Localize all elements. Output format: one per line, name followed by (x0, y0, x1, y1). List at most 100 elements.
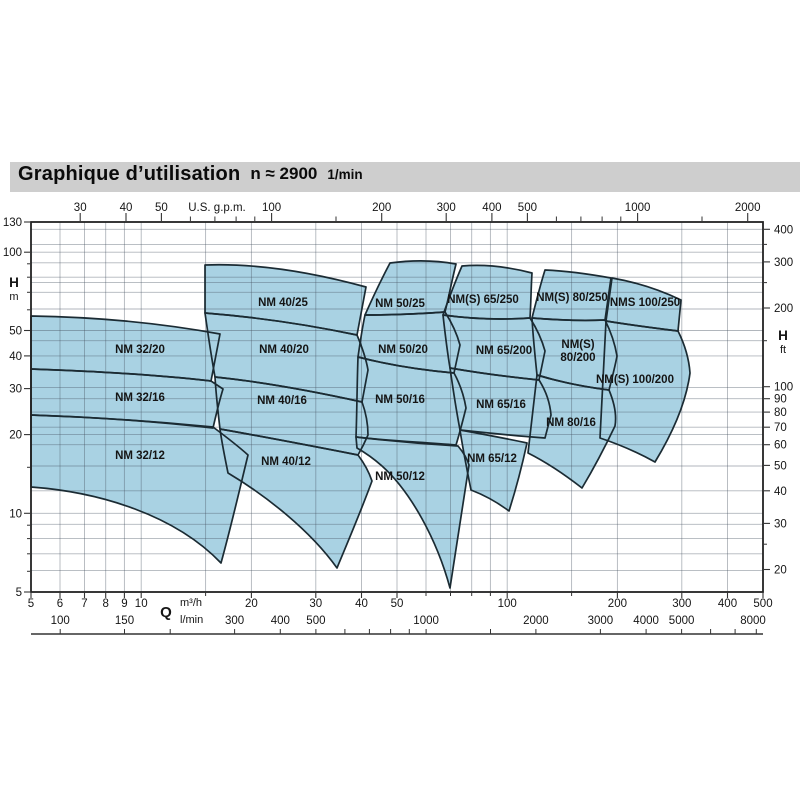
pump-region-label: NM(S) 80/250 (536, 292, 608, 304)
right-axis-tick-label: 400 (774, 224, 793, 236)
right-axis-tick-label: 70 (774, 422, 787, 434)
pump-region-outline (531, 317, 618, 391)
bottom-axis-lmin-label: 4000 (633, 615, 659, 627)
left-axis-tick-label: 40 (9, 351, 22, 363)
pump-region-fill (450, 368, 551, 438)
bottom-axis-m3h-label: 400 (718, 598, 737, 610)
top-axis-tick-label: 50 (155, 202, 168, 214)
pump-region-fill (460, 430, 527, 511)
bottom-axis-lmin-label: 300 (225, 615, 244, 627)
right-axis-tick-label: 100 (774, 382, 793, 394)
pump-region-fill (356, 357, 466, 445)
pump-region-label: NM 65/12 (467, 453, 517, 465)
top-axis-tick-label: 400 (482, 202, 501, 214)
bottom-axis-lmin-label: 3000 (588, 615, 614, 627)
bottom-axis-m3h-label: 8 (102, 598, 108, 610)
pump-region-label: NM 32/16 (115, 392, 165, 404)
bottom-axis-m3h-label: 50 (391, 598, 404, 610)
left-axis-tick-label: 30 (9, 384, 22, 396)
top-axis-tick-label: 300 (437, 202, 456, 214)
right-axis-tick-label: 90 (774, 394, 787, 406)
bottom-axis-lmin-label: 500 (306, 615, 325, 627)
pump-region-fill (205, 313, 368, 402)
pump-region-label: NM 50/20 (378, 344, 428, 356)
top-axis-tick-label: 200 (372, 202, 391, 214)
bottom-axis-lmin-label: 2000 (523, 615, 549, 627)
pump-region-fill (443, 265, 532, 319)
pump-region-fill (31, 369, 223, 428)
bottom-axis-lmin-label: 150 (115, 615, 134, 627)
pump-region-label: NM(S) 65/250 (447, 294, 519, 306)
top-axis-tick-label: 500 (518, 202, 537, 214)
pump-region-outline (219, 428, 373, 569)
pump-region-label: NM 65/200 (476, 345, 532, 357)
bottom-axis-m3h-label: 30 (309, 598, 322, 610)
pump-region-label: NM(S) 80/200 (560, 339, 595, 364)
pump-region-fill (356, 437, 469, 588)
pump-region-fill (600, 321, 690, 462)
pump-region-label: NM 40/16 (257, 395, 307, 407)
top-axis-tick-label: 30 (74, 202, 87, 214)
pump-region-label: NM 50/12 (375, 471, 425, 483)
pump-region-fill (31, 415, 248, 563)
right-axis-tick-label: 60 (774, 440, 787, 452)
pump-region-fill (205, 264, 366, 335)
pump-region-fill (443, 315, 545, 380)
pump-region-label: NM(S) 100/200 (596, 374, 674, 386)
bottom-axis-lmin-label: 400 (271, 615, 290, 627)
pump-region-label: NM 65/16 (476, 399, 526, 411)
pump-region-label: NM 40/20 (259, 344, 309, 356)
pump-region-label: NM 50/16 (375, 394, 425, 406)
right-axis-tick-label: 40 (774, 486, 787, 498)
pump-region-label: NM 50/25 (375, 298, 425, 310)
left-axis-tick-label: 20 (9, 430, 22, 442)
flow-unit-m3h: m³/h (180, 597, 202, 609)
bottom-axis-m3h-label: 200 (608, 598, 627, 610)
pump-region-label: NM 32/12 (115, 450, 165, 462)
right-axis-title: H (778, 328, 788, 343)
pump-region-label: NM 32/20 (115, 344, 165, 356)
bottom-axis-m3h-label: 9 (121, 598, 127, 610)
right-axis-tick-label: 200 (774, 303, 793, 315)
pump-region-outline (527, 374, 617, 489)
bottom-axis-m3h-label: 500 (753, 598, 772, 610)
chart-speed: n ≈ 2900 (250, 164, 318, 183)
right-axis-unit: ft (780, 344, 786, 356)
left-axis-tick-label: 100 (3, 247, 22, 259)
flow-unit-lmin: l/min (180, 614, 203, 626)
right-axis-tick-label: 300 (774, 257, 793, 269)
pump-region-label: NM 40/25 (258, 297, 308, 309)
bottom-axis-m3h-label: 10 (135, 598, 148, 610)
chart-speed-unit: 1/min (327, 167, 363, 182)
pump-region-fill (365, 260, 456, 315)
flow-axis-title: Q (160, 604, 172, 621)
right-axis-tick-label: 20 (774, 565, 787, 577)
bottom-axis-lmin-label: 8000 (740, 615, 766, 627)
top-axis-tick-label: 100 (262, 202, 281, 214)
left-axis-unit: m (9, 291, 18, 303)
left-axis-tick-label: 130 (3, 217, 22, 229)
top-axis-tick-label: 2000 (735, 202, 761, 214)
pump-region-outline (355, 436, 470, 589)
pump-region-label: NM 80/16 (546, 417, 596, 429)
left-axis-tick-label: 50 (9, 326, 22, 338)
bottom-axis-m3h-label: 5 (28, 598, 34, 610)
top-axis-tick-label: 40 (120, 202, 133, 214)
right-axis-tick-label: 50 (774, 460, 787, 472)
bottom-axis-m3h-label: 100 (498, 598, 517, 610)
bottom-axis-m3h-label: 300 (672, 598, 691, 610)
chart-title: Graphique d’utilisation (18, 163, 241, 185)
left-axis-tick-label: 5 (16, 587, 22, 599)
pump-region-outline (459, 429, 528, 512)
pump-region-label: NMS 100/250 (610, 297, 680, 309)
top-axis-title: U.S. g.p.m. (188, 202, 246, 214)
pump-region-fill (606, 278, 681, 331)
pump-region-fill (215, 377, 368, 455)
chart-title-bar: Graphique d’utilisation n ≈ 2900 1/min (10, 162, 800, 192)
right-axis-tick-label: 30 (774, 518, 787, 530)
right-axis-tick-label: 80 (774, 407, 787, 419)
bottom-axis-m3h-label: 20 (245, 598, 258, 610)
pump-region-fill (358, 312, 460, 373)
